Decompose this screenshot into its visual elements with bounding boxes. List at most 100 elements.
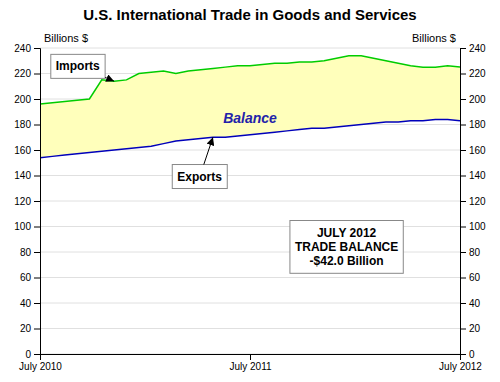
annotation-line: Imports <box>56 59 100 73</box>
tick-mark <box>34 329 40 330</box>
tick-mark <box>34 303 40 304</box>
tick-mark <box>460 354 466 355</box>
y2-tick: 100 <box>460 221 486 232</box>
y-tick: 200 <box>14 94 40 105</box>
tick-label: 240 <box>469 43 486 54</box>
tick-mark <box>460 99 466 100</box>
y2-label: Billions $ <box>412 32 456 44</box>
tick-label: 200 <box>469 94 486 105</box>
y2-tick: 60 <box>460 272 481 283</box>
tick-mark <box>34 74 40 75</box>
y-tick: 160 <box>14 145 40 156</box>
y2-axis: 0 20 40 60 80 100 120 140 160 180 200 220 240 <box>460 43 486 360</box>
tick-label: 0 <box>25 349 31 360</box>
y-tick: 120 <box>14 196 40 207</box>
tick-mark <box>460 303 466 304</box>
axis-line <box>34 49 41 355</box>
tick-mark <box>460 329 466 330</box>
grid-line <box>40 328 460 329</box>
tick-label: 20 <box>469 323 481 334</box>
y-tick: 140 <box>14 170 40 181</box>
tick-mark <box>460 252 466 253</box>
tick-label: 60 <box>469 272 481 283</box>
tick-mark <box>34 201 40 202</box>
tick-mark <box>34 278 40 279</box>
y2-tick: 220 <box>460 68 486 79</box>
tick-label: 20 <box>20 323 32 334</box>
tick-label: 60 <box>20 272 32 283</box>
y2-tick: 80 <box>460 247 481 258</box>
x-tick: July 2012 <box>439 354 482 372</box>
balance-label: Balance <box>223 110 277 126</box>
y2-tick: 120 <box>460 196 486 207</box>
tick-mark <box>34 176 40 177</box>
tick-label: 220 <box>14 68 31 79</box>
tick-mark <box>250 354 251 360</box>
axis-line <box>41 355 461 361</box>
tick-mark <box>34 150 40 151</box>
tick-mark <box>34 227 40 228</box>
y-tick: 180 <box>14 119 40 130</box>
tick-mark <box>460 201 466 202</box>
tick-label: 140 <box>469 170 486 181</box>
annotations: JULY 2012TRADE BALANCE-$42.0 Billion Impo… <box>51 54 403 273</box>
tick-label: 100 <box>14 221 31 232</box>
tick-label: 80 <box>20 247 32 258</box>
annotation-box <box>290 221 403 274</box>
grid-line <box>40 175 460 176</box>
tick-label: July 2012 <box>439 361 482 372</box>
y-tick: 60 <box>20 272 40 283</box>
tick-label: 120 <box>469 196 486 207</box>
tick-label: 0 <box>469 349 475 360</box>
tick-label: 80 <box>469 247 481 258</box>
tick-label: 220 <box>469 68 486 79</box>
arrow <box>105 77 114 81</box>
tick-label: July 2010 <box>19 361 62 372</box>
grid-line <box>40 201 460 202</box>
x-tick: July 2011 <box>229 354 272 372</box>
tick-mark <box>34 125 40 126</box>
tick-label: 160 <box>469 145 486 156</box>
title: U.S. International Trade in Goods and Se… <box>83 6 416 23</box>
tick-mark <box>460 74 466 75</box>
trade-balance-box-text: JULY 2012TRADE BALANCE-$42.0 Billion <box>295 226 398 269</box>
y2-tick: 20 <box>460 323 481 334</box>
trade-balance-box: JULY 2012TRADE BALANCE-$42.0 Billion <box>290 221 403 274</box>
annotation-line: TRADE BALANCE <box>295 240 398 254</box>
tick-label: July 2011 <box>229 361 272 372</box>
y2-tick: 0 <box>460 349 475 360</box>
y-tick: 220 <box>14 68 40 79</box>
x-axis: July 2010 July 2011 July 2012 <box>19 354 482 372</box>
tick-label: 160 <box>14 145 31 156</box>
tick-label: 180 <box>14 119 31 130</box>
grid <box>40 48 460 354</box>
y-label: Billions $ <box>44 32 88 44</box>
tick-mark <box>460 278 466 279</box>
y-tick: 0 <box>25 349 40 360</box>
annotation-box <box>51 54 105 78</box>
tick-mark <box>460 150 466 151</box>
series-label-text: Imports <box>56 59 100 73</box>
y2-tick: 140 <box>460 170 486 181</box>
tick-label: 40 <box>20 298 32 309</box>
annotation-line: JULY 2012 <box>317 226 377 240</box>
y2-tick: 40 <box>460 298 481 309</box>
y2-tick: 160 <box>460 145 486 156</box>
tick-mark <box>460 227 466 228</box>
tick-label: 40 <box>469 298 481 309</box>
y-tick: 40 <box>20 298 40 309</box>
y-tick: 240 <box>14 43 40 54</box>
series-label: Imports <box>51 54 105 78</box>
grid-line <box>40 48 460 49</box>
annotation-box <box>172 165 227 189</box>
y2-tick: 180 <box>460 119 486 130</box>
tick-mark <box>34 252 40 253</box>
y-tick: 20 <box>20 323 40 334</box>
grid-line <box>40 303 460 304</box>
plot: July 2010July 2011July 20120204060801001… <box>14 43 486 372</box>
y2-tick: 240 <box>460 43 486 54</box>
tick-label: 100 <box>469 221 486 232</box>
tick-mark <box>460 176 466 177</box>
grid-line <box>40 277 460 278</box>
tick-label: 180 <box>469 119 486 130</box>
